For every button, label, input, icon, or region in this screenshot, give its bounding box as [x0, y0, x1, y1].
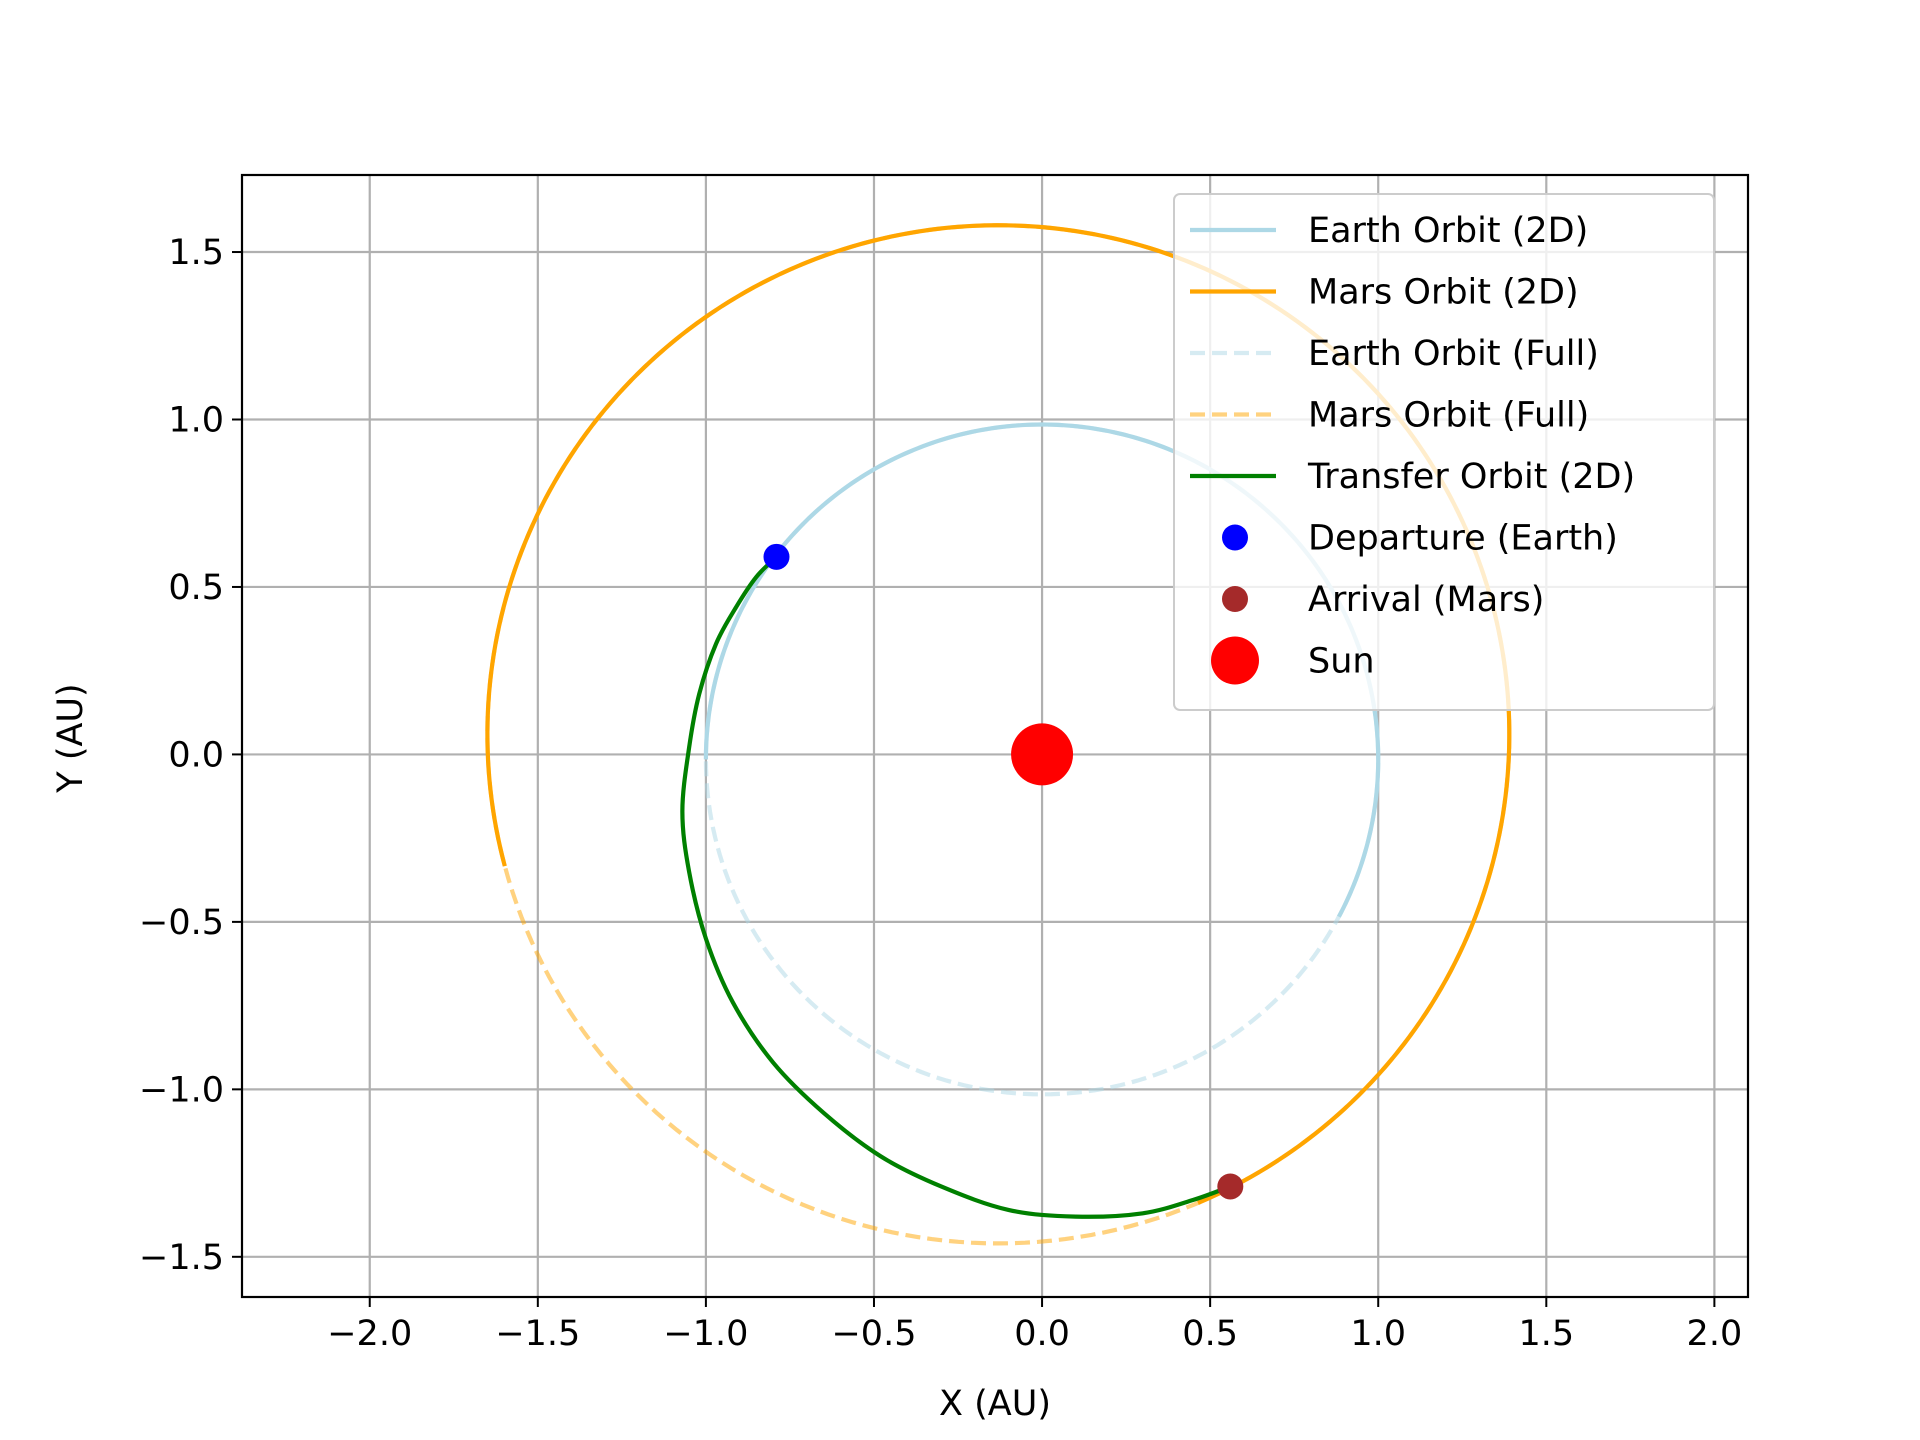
- departure-earth-legend-swatch: [1222, 524, 1248, 551]
- x-tick-label: 1.5: [1518, 1314, 1574, 1354]
- x-tick-label: −2.0: [327, 1314, 412, 1354]
- y-tick-label: 1.5: [168, 233, 224, 273]
- departure-earth-legend-label: Departure (Earth): [1308, 519, 1618, 559]
- arrival-mars-legend-label: Arrival (Mars): [1308, 580, 1544, 620]
- sun-marker: [1011, 723, 1074, 786]
- y-axis-label: Y (AU): [51, 683, 91, 793]
- axes-frame: [240, 173, 1750, 1299]
- ticks: −2.0 −1.5 −1.0 −0.5 0.0 0.5 1.0 1.5 2.0 −1.5 −1.0 −…: [139, 233, 1742, 1354]
- legend-box: [1173, 193, 1715, 711]
- x-tick-label: 2.0: [1687, 1314, 1743, 1354]
- x-tick-label: 0.0: [1014, 1314, 1070, 1354]
- x-tick-label: −0.5: [831, 1314, 916, 1354]
- transfer-orbit-2d-line: [680, 555, 1232, 1219]
- x-axis-label: X (AU): [939, 1384, 1051, 1424]
- sun-legend-swatch: [1211, 636, 1259, 685]
- earth-orbit-full-legend-label: Earth Orbit (Full): [1308, 334, 1599, 374]
- y-tick-label: −0.5: [139, 903, 224, 943]
- legend: Earth Orbit (2D) Mars Orbit (2D) Earth Orb…: [1173, 193, 1715, 711]
- y-tick-label: −1.5: [139, 1238, 224, 1278]
- y-tick-label: 1.0: [168, 400, 224, 440]
- x-tick-label: 0.5: [1182, 1314, 1238, 1354]
- y-tick-label: −1.0: [139, 1070, 224, 1110]
- earth-orbit-2d-legend-label: Earth Orbit (2D): [1308, 211, 1588, 251]
- x-tick-label: −1.0: [663, 1314, 748, 1354]
- mars-orbit-full-legend-label: Mars Orbit (Full): [1308, 396, 1589, 436]
- departure-earth-marker: [763, 543, 790, 570]
- x-tick-label: 1.0: [1350, 1314, 1406, 1354]
- y-tick-label: 0.5: [168, 568, 224, 608]
- sun-legend-label: Sun: [1308, 642, 1375, 682]
- x-tick-label: −1.5: [495, 1314, 580, 1354]
- arrival-mars-marker: [1217, 1173, 1244, 1200]
- transfer-orbit-2d-legend-label: Transfer Orbit (2D): [1307, 457, 1635, 497]
- y-tick-label: 0.0: [168, 735, 224, 775]
- mars-orbit-2d-legend-label: Mars Orbit (2D): [1308, 273, 1579, 313]
- arrival-mars-legend-swatch: [1222, 586, 1248, 612]
